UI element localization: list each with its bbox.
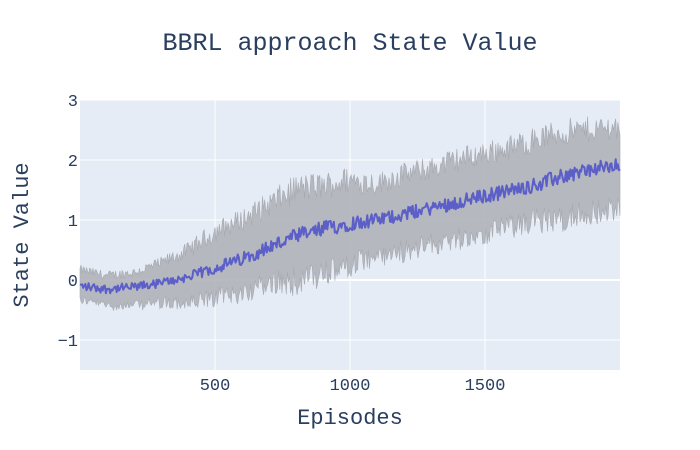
variance-band-layer (79, 116, 621, 312)
y-tick-label: 1 (68, 213, 78, 232)
y-tick-label: 2 (68, 153, 78, 172)
chart-title: BBRL approach State Value (162, 29, 537, 58)
x-tick-label: 1500 (465, 377, 506, 396)
y-axis-title: State Value (10, 162, 35, 307)
y-axis-ticks: −1 0 1 2 3 (58, 93, 78, 352)
x-tick-label: 1000 (330, 377, 371, 396)
x-axis-title: Episodes (297, 406, 403, 431)
variance-band (79, 116, 621, 312)
y-tick-label: 3 (68, 93, 78, 112)
x-tick-label: 500 (200, 377, 231, 396)
mean-state-value-line (79, 158, 621, 295)
x-axis-ticks: 500 1000 1500 (200, 377, 506, 396)
mean-line-layer (79, 158, 621, 295)
y-tick-label: −1 (58, 333, 78, 352)
y-tick-label: 0 (68, 273, 78, 292)
